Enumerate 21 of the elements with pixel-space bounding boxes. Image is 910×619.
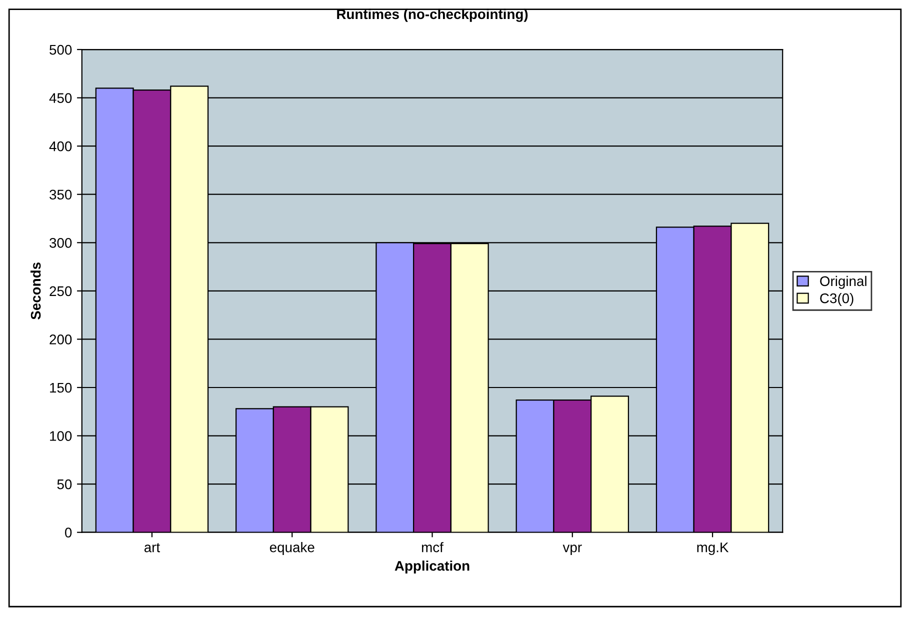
y-tick-label: 500 xyxy=(50,44,72,55)
x-tick-label: equake xyxy=(270,542,314,556)
chart-title: Runtimes (no-checkpointing) xyxy=(337,8,528,22)
y-tick-label: 300 xyxy=(50,238,72,248)
legend-label: C3(0) xyxy=(820,293,854,306)
x-tick-label: mcf xyxy=(422,542,444,552)
y-tick-label: 400 xyxy=(49,141,72,152)
y-tick-label: 200 xyxy=(50,334,72,344)
y-tick-label: 50 xyxy=(57,479,72,490)
x-tick-label: vpr xyxy=(562,544,582,556)
y-tick-label: 250 xyxy=(50,286,72,296)
x-tick-label: mg.K xyxy=(697,542,729,556)
x-tick-label: art xyxy=(144,543,160,552)
y-tick-label: 350 xyxy=(50,190,72,200)
y-tick-label: 450 xyxy=(49,93,72,103)
x-axis-title: Application xyxy=(394,560,470,574)
y-tick-label: 100 xyxy=(50,431,72,441)
legend-label: Original xyxy=(820,276,866,289)
y-tick-label: 0 xyxy=(64,528,72,538)
y-axis-title: Seconds xyxy=(30,262,41,320)
y-tick-label: 150 xyxy=(50,382,72,393)
